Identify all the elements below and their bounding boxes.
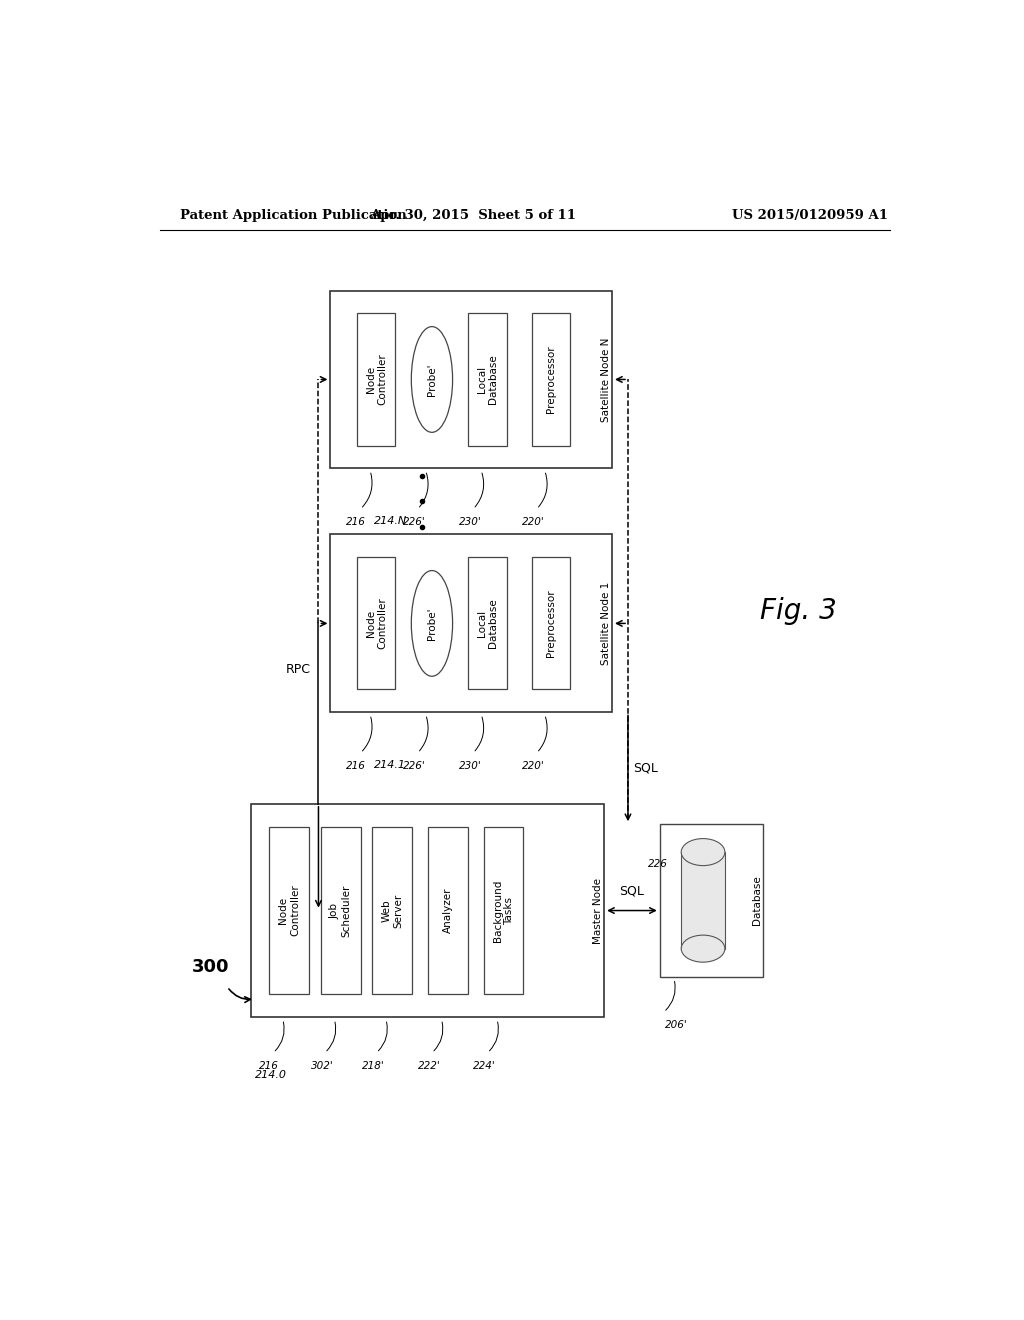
Text: 222': 222' [418, 1061, 440, 1071]
Text: Probe': Probe' [427, 607, 437, 640]
FancyBboxPatch shape [251, 804, 604, 1018]
Text: Master Node: Master Node [593, 878, 603, 944]
Text: Analyzer: Analyzer [442, 888, 453, 933]
Ellipse shape [412, 570, 453, 676]
Text: 300: 300 [191, 957, 229, 975]
Text: 302': 302' [310, 1061, 333, 1071]
Text: Local
Database: Local Database [477, 355, 499, 404]
Text: Background
Tasks: Background Tasks [493, 879, 514, 941]
Text: Satellite Node 1: Satellite Node 1 [601, 582, 610, 665]
FancyBboxPatch shape [428, 826, 468, 994]
Text: Preprocessor: Preprocessor [546, 346, 556, 413]
Text: 226': 226' [403, 517, 426, 527]
FancyBboxPatch shape [321, 826, 360, 994]
Text: 216: 216 [259, 1061, 279, 1071]
Text: Job
Scheduler: Job Scheduler [330, 884, 351, 937]
Text: Node
Controller: Node Controller [279, 884, 300, 936]
Text: 230': 230' [459, 517, 481, 527]
Text: SQL: SQL [633, 762, 657, 775]
Text: 226: 226 [648, 859, 668, 869]
FancyBboxPatch shape [357, 557, 395, 689]
FancyBboxPatch shape [468, 313, 507, 446]
Text: Node
Controller: Node Controller [366, 354, 387, 405]
FancyBboxPatch shape [531, 557, 570, 689]
Text: 226': 226' [403, 762, 426, 771]
Text: Fig. 3: Fig. 3 [760, 597, 837, 624]
Text: 218': 218' [362, 1061, 385, 1071]
Text: 214.1: 214.1 [374, 760, 406, 771]
Ellipse shape [412, 326, 453, 433]
Text: 230': 230' [459, 762, 481, 771]
Text: SQL: SQL [620, 884, 644, 898]
FancyBboxPatch shape [357, 313, 395, 446]
Text: Patent Application Publication: Patent Application Publication [179, 209, 407, 222]
FancyBboxPatch shape [531, 313, 570, 446]
Text: RPC: RPC [286, 663, 311, 676]
FancyBboxPatch shape [468, 557, 507, 689]
FancyBboxPatch shape [659, 824, 763, 977]
Text: Local
Database: Local Database [477, 598, 499, 648]
Text: Web
Server: Web Server [382, 894, 403, 928]
Text: Apr. 30, 2015  Sheet 5 of 11: Apr. 30, 2015 Sheet 5 of 11 [371, 209, 577, 222]
Text: 206': 206' [666, 1020, 688, 1031]
Text: Database: Database [752, 875, 762, 925]
Text: Preprocessor: Preprocessor [546, 590, 556, 657]
Text: 214.N: 214.N [374, 516, 408, 527]
Text: Probe': Probe' [427, 363, 437, 396]
Ellipse shape [681, 838, 725, 866]
Text: 224': 224' [473, 1061, 496, 1071]
Text: 216: 216 [346, 517, 367, 527]
Text: 214.0: 214.0 [255, 1071, 287, 1080]
Text: US 2015/0120959 A1: US 2015/0120959 A1 [732, 209, 889, 222]
FancyBboxPatch shape [269, 826, 309, 994]
FancyBboxPatch shape [331, 535, 612, 713]
Text: Node
Controller: Node Controller [366, 598, 387, 649]
FancyBboxPatch shape [331, 290, 612, 469]
Text: 220': 220' [522, 517, 545, 527]
Ellipse shape [681, 935, 725, 962]
FancyBboxPatch shape [681, 853, 725, 949]
Text: 216: 216 [346, 762, 367, 771]
Text: Satellite Node N: Satellite Node N [601, 338, 610, 421]
FancyBboxPatch shape [483, 826, 523, 994]
Text: 220': 220' [522, 762, 545, 771]
FancyBboxPatch shape [373, 826, 412, 994]
